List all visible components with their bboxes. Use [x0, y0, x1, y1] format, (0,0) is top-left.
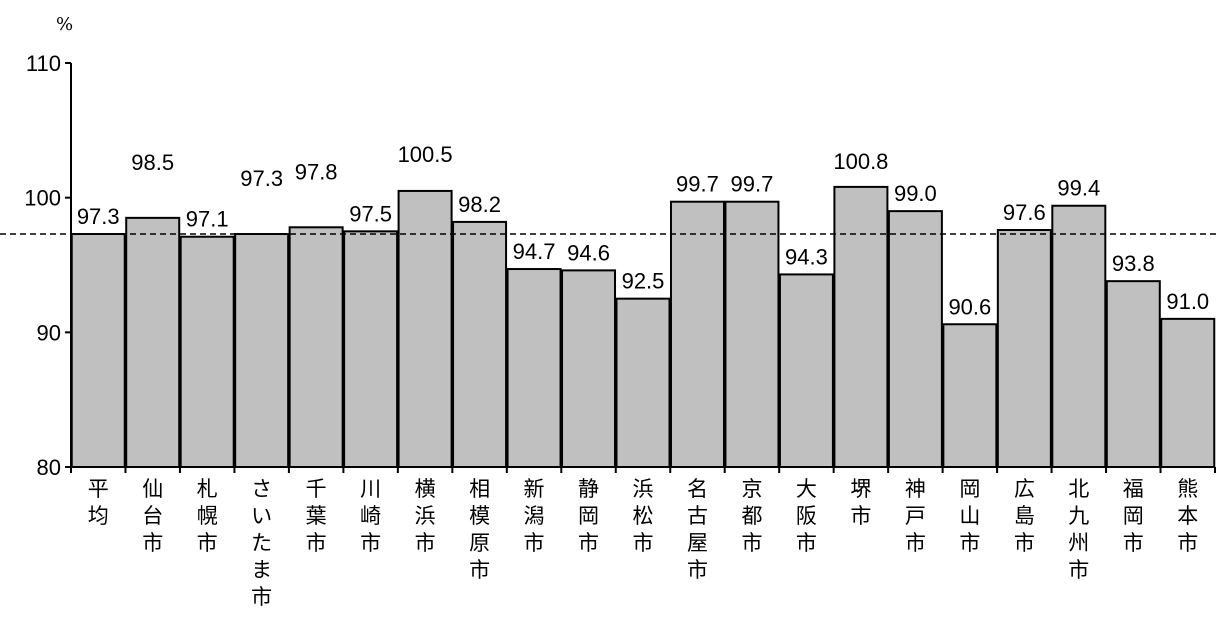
- bar: [615, 297, 671, 468]
- bar: [1051, 204, 1107, 468]
- data-label: 97.1: [186, 207, 229, 232]
- bar: [506, 268, 562, 469]
- bars-group: [70, 185, 1216, 469]
- bar: [669, 200, 725, 468]
- category-label: 広島市: [1014, 477, 1035, 555]
- data-label: 98.5: [131, 150, 174, 175]
- bar: [288, 226, 344, 468]
- category-label: 名古屋市: [687, 477, 708, 582]
- data-label: 97.3: [77, 204, 120, 229]
- y-axis-unit-label: %: [56, 14, 73, 35]
- category-label: 大阪市: [796, 477, 817, 555]
- category-label: 横浜市: [415, 477, 436, 555]
- data-label: 99.7: [676, 172, 719, 197]
- category-label: 相模原市: [469, 477, 490, 582]
- bar: [452, 220, 508, 468]
- category-label: さいたま市: [251, 477, 272, 609]
- bar: [343, 230, 399, 468]
- data-label: 99.0: [894, 181, 937, 206]
- bar: [1105, 280, 1161, 468]
- y-tick-label: 90: [37, 320, 61, 345]
- data-label: 93.8: [1112, 251, 1155, 276]
- y-tick-label: 100: [24, 186, 61, 211]
- data-label: 94.3: [785, 244, 828, 269]
- category-label: 千葉市: [306, 477, 327, 555]
- bar: [179, 235, 235, 468]
- bar: [996, 228, 1052, 468]
- bar: [1160, 317, 1216, 468]
- category-label: 京都市: [741, 477, 762, 555]
- bar: [70, 233, 126, 468]
- data-label: 91.0: [1166, 289, 1209, 314]
- category-label: 北九州市: [1068, 477, 1089, 582]
- data-label: 97.3: [240, 166, 283, 191]
- bar: [561, 269, 617, 468]
- data-label: 97.5: [349, 201, 392, 226]
- data-label: 98.2: [458, 192, 501, 217]
- category-label: 仙台市: [142, 477, 163, 555]
- category-label: 浜松市: [633, 477, 654, 555]
- data-labels-group: 97.3 98.5 97.1 97.3 97.8 97.5 100.598.2 94.7 94.…: [77, 142, 1209, 319]
- category-label: 川崎市: [360, 477, 381, 555]
- data-label: 94.6: [567, 240, 610, 265]
- data-label: 99.4: [1057, 176, 1100, 201]
- category-label: 神戸市: [905, 477, 926, 555]
- y-tick-label: 80: [37, 455, 61, 480]
- bar: [833, 185, 889, 468]
- category-label: 札幌市: [197, 477, 218, 555]
- category-label: 静岡市: [578, 477, 599, 555]
- data-label: 90.6: [948, 294, 991, 319]
- bar: [778, 273, 834, 468]
- data-label: 97.8: [295, 159, 338, 184]
- category-label: 岡山市: [959, 477, 980, 555]
- category-label: 平均: [88, 477, 109, 528]
- category-label: 福岡市: [1123, 477, 1144, 555]
- y-axis: 80 90 100 110: [24, 51, 72, 480]
- bar: [125, 216, 181, 468]
- category-label: 熊本市: [1177, 477, 1198, 555]
- data-label: 99.7: [731, 172, 774, 197]
- data-label: 97.6: [1003, 200, 1046, 225]
- bar: [887, 210, 943, 468]
- category-label: 新潟市: [524, 477, 545, 555]
- data-label: 94.7: [513, 239, 556, 264]
- data-label: 100.8: [833, 149, 888, 174]
- category-label: 堺市: [850, 477, 871, 528]
- bar: [234, 233, 290, 468]
- data-label: 92.5: [622, 269, 665, 294]
- category-labels-group: 平均 仙台市 札幌市 さいたま市 千葉市 川崎市 横浜市 相模原市 新潟市 静岡市 浜松市 名古屋市 京…: [88, 477, 1199, 609]
- bar: [724, 200, 780, 468]
- y-tick-label: 110: [26, 51, 61, 76]
- bar: [942, 323, 998, 468]
- bar: [397, 189, 453, 469]
- data-label: 100.5: [398, 142, 453, 167]
